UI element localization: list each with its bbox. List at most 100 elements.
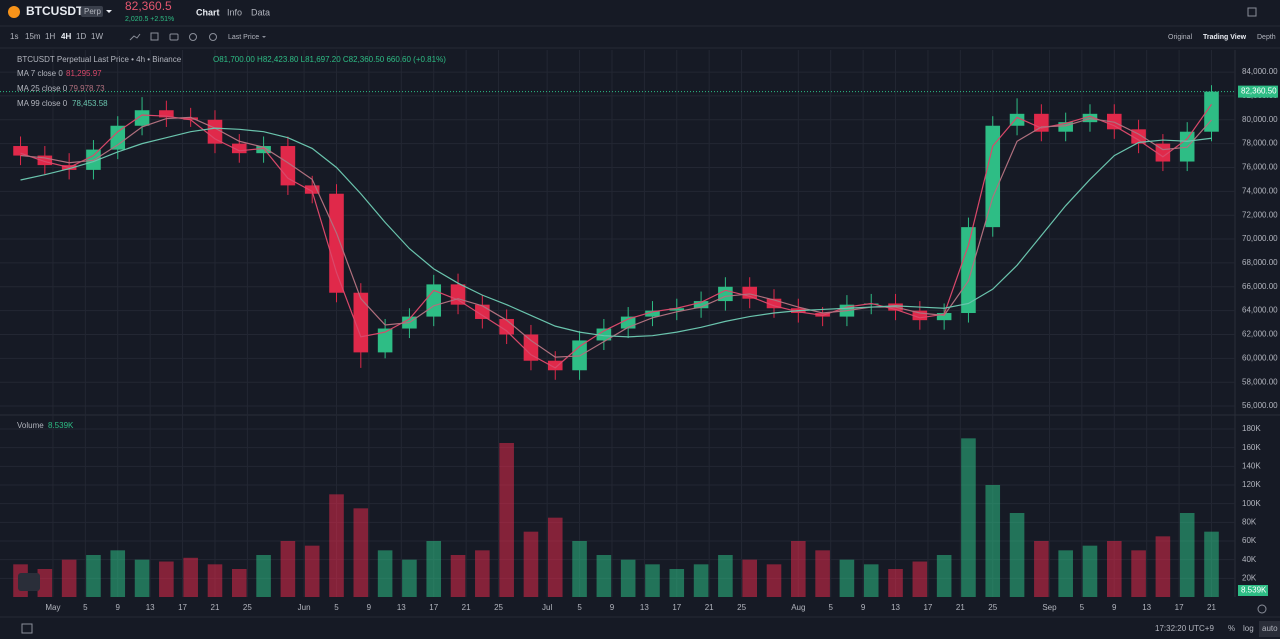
last-price-label: 82,360.50 xyxy=(1241,87,1277,96)
candle-body xyxy=(742,286,757,299)
candle-body xyxy=(37,155,53,166)
volume-bar xyxy=(183,557,198,597)
volume-bar xyxy=(86,555,101,597)
camera-icon[interactable] xyxy=(169,33,179,41)
scale-button[interactable]: log xyxy=(1243,624,1254,633)
volume-tick-label: 180K xyxy=(1242,424,1261,433)
last-price-tag xyxy=(1238,85,1278,98)
y-tick-label: 58,000.00 xyxy=(1242,377,1278,386)
candle-body xyxy=(304,185,320,194)
volume-bar xyxy=(766,564,782,597)
date-range-icon[interactable] xyxy=(21,623,33,634)
settings-icon[interactable] xyxy=(1257,604,1267,614)
x-tick-label: 9 xyxy=(610,603,615,612)
y-tick-label: 56,000.00 xyxy=(1242,401,1278,410)
x-tick-label: 5 xyxy=(83,603,88,612)
price-source-dropdown[interactable] xyxy=(262,36,266,38)
view[interactable]: Trading View xyxy=(1203,34,1247,41)
candle-body xyxy=(936,313,952,321)
y-tick-label: 66,000.00 xyxy=(1242,282,1278,291)
last-price: 82,360.5 xyxy=(125,0,172,13)
view[interactable]: Original xyxy=(1168,34,1193,41)
scale-button[interactable]: auto xyxy=(1262,624,1278,633)
volume-tick-label: 60K xyxy=(1242,536,1257,545)
volume-bar xyxy=(1204,531,1219,597)
y-tick-label: 72,000.00 xyxy=(1242,210,1278,219)
x-tick-label: 17 xyxy=(1175,603,1184,612)
volume-bar xyxy=(669,569,685,597)
symbol[interactable]: BTCUSDT xyxy=(26,4,84,18)
volume-tick-label: 20K xyxy=(1242,573,1257,582)
candle-body xyxy=(1058,122,1073,132)
scale-button[interactable]: % xyxy=(1228,624,1235,633)
indicator-icon[interactable] xyxy=(129,33,141,41)
tab[interactable]: Data xyxy=(251,7,270,17)
volume-bar xyxy=(523,531,539,597)
candle-body xyxy=(256,146,271,154)
volume-bar xyxy=(159,561,174,597)
volume-bar xyxy=(61,559,77,597)
settings-icon[interactable] xyxy=(150,32,159,41)
candle-body xyxy=(547,360,563,371)
volume-bar xyxy=(936,555,952,597)
interval[interactable]: 4H xyxy=(61,32,71,41)
add-icon[interactable] xyxy=(189,33,197,41)
tab[interactable]: Chart xyxy=(196,7,220,17)
candle-body xyxy=(912,310,928,321)
volume-bar xyxy=(1034,541,1049,597)
x-tick-label: 9 xyxy=(367,603,372,612)
y-tick-label: 84,000.00 xyxy=(1242,67,1278,76)
ma-value: 79,978.73 xyxy=(69,84,105,93)
badge: Perp xyxy=(84,7,101,16)
volume-tag xyxy=(1238,585,1268,596)
candle-body xyxy=(669,308,685,311)
auto-bg xyxy=(1259,621,1280,637)
volume-tick-label: 140K xyxy=(1242,461,1261,470)
volume-bar xyxy=(620,559,636,597)
legend-title: BTCUSDT Perpetual Last Price • 4h • Bina… xyxy=(17,55,182,64)
interval[interactable]: 1D xyxy=(76,32,86,41)
x-tick-label: 17 xyxy=(672,603,681,612)
layout-icon[interactable] xyxy=(1247,7,1257,17)
volume-bar xyxy=(718,555,733,597)
y-tick-label: 78,000.00 xyxy=(1242,139,1278,148)
x-tick-label: 5 xyxy=(577,603,582,612)
x-tick-label: Jul xyxy=(542,603,552,612)
x-tick-label: 13 xyxy=(397,603,406,612)
ma-line xyxy=(20,116,1212,358)
interval[interactable]: 15m xyxy=(25,32,41,41)
interval[interactable]: 1H xyxy=(45,32,55,41)
candle-body xyxy=(1034,113,1049,132)
interval[interactable]: 1s xyxy=(10,32,18,41)
y-tick-label: 70,000.00 xyxy=(1242,234,1278,243)
interval[interactable]: 1W xyxy=(91,32,103,41)
ma-line xyxy=(20,127,1212,338)
symbol-dropdown[interactable] xyxy=(106,10,112,13)
volume-bar xyxy=(1009,513,1025,597)
replay-icon[interactable] xyxy=(209,33,217,41)
x-tick-label: 25 xyxy=(737,603,746,612)
volume-bar xyxy=(742,559,757,597)
volume-bar xyxy=(1106,541,1122,597)
price-source[interactable]: Last Price xyxy=(228,34,259,41)
volume-bar xyxy=(475,550,490,597)
candle-body xyxy=(1009,113,1025,126)
view[interactable]: Depth xyxy=(1257,34,1276,41)
x-tick-label: 5 xyxy=(828,603,833,612)
volume-bar xyxy=(1179,513,1195,597)
candle-body xyxy=(766,298,782,309)
tab[interactable]: Info xyxy=(227,7,242,17)
badge-bg xyxy=(81,6,103,17)
tool-icons xyxy=(129,32,217,41)
candle-body xyxy=(329,193,344,293)
volume-bar xyxy=(256,555,271,597)
volume-tick-label: 40K xyxy=(1242,555,1257,564)
y-tick-label: 62,000.00 xyxy=(1242,330,1278,339)
candle-body xyxy=(159,110,174,118)
volume-bar xyxy=(985,485,1001,597)
candle-body xyxy=(231,143,247,154)
